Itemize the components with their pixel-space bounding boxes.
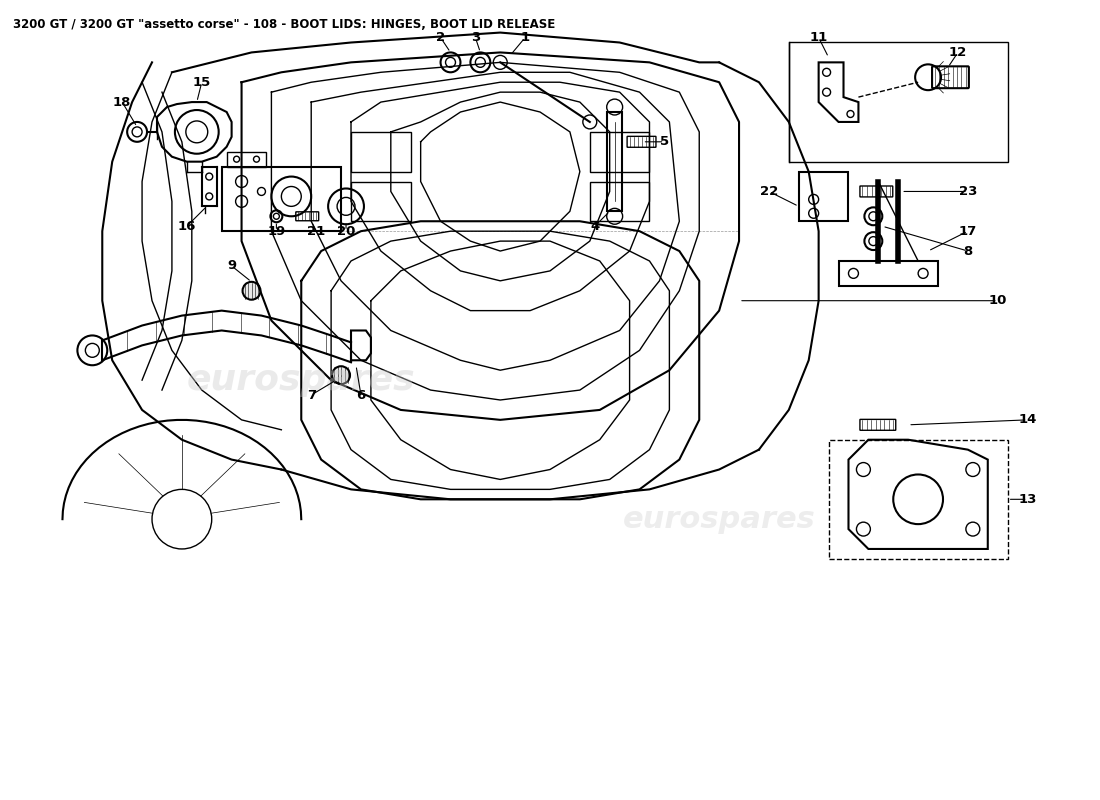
Circle shape [332, 366, 350, 384]
Text: eurospares: eurospares [623, 505, 815, 534]
Text: 11: 11 [810, 31, 828, 44]
Bar [828, 440, 1008, 559]
Circle shape [243, 282, 261, 300]
Bar [590, 132, 649, 171]
Text: 23: 23 [959, 185, 977, 198]
Circle shape [493, 55, 507, 70]
Text: 6: 6 [356, 389, 365, 402]
Bar [351, 132, 410, 171]
Text: 18: 18 [113, 95, 131, 109]
Circle shape [583, 115, 597, 129]
Text: 13: 13 [1019, 493, 1037, 506]
Text: 15: 15 [192, 76, 211, 89]
Text: 7: 7 [307, 389, 316, 402]
Text: 10: 10 [989, 294, 1006, 307]
Bar [789, 42, 1008, 162]
Bar [351, 182, 410, 222]
Bar [222, 166, 341, 231]
Text: 5: 5 [660, 135, 669, 148]
Text: 12: 12 [949, 46, 967, 59]
Text: 19: 19 [267, 225, 286, 238]
Text: 2: 2 [436, 31, 446, 44]
Text: 17: 17 [959, 225, 977, 238]
Text: 22: 22 [760, 185, 778, 198]
Text: 21: 21 [307, 225, 326, 238]
Text: 1: 1 [520, 31, 530, 44]
Text: 20: 20 [337, 225, 355, 238]
Text: 3: 3 [471, 31, 480, 44]
Text: 3200 GT / 3200 GT "assetto corse" - 108 - BOOT LIDS: HINGES, BOOT LID RELEASE: 3200 GT / 3200 GT "assetto corse" - 108 … [13, 18, 556, 30]
Bar [590, 182, 649, 222]
Text: 14: 14 [1019, 414, 1037, 426]
Text: 4: 4 [590, 220, 600, 233]
Text: 9: 9 [227, 259, 236, 273]
Bar [799, 171, 848, 222]
Bar [227, 152, 266, 166]
Text: eurospares: eurospares [187, 363, 416, 397]
Bar [607, 112, 623, 211]
Text: 16: 16 [178, 220, 196, 233]
Text: 8: 8 [964, 245, 972, 258]
